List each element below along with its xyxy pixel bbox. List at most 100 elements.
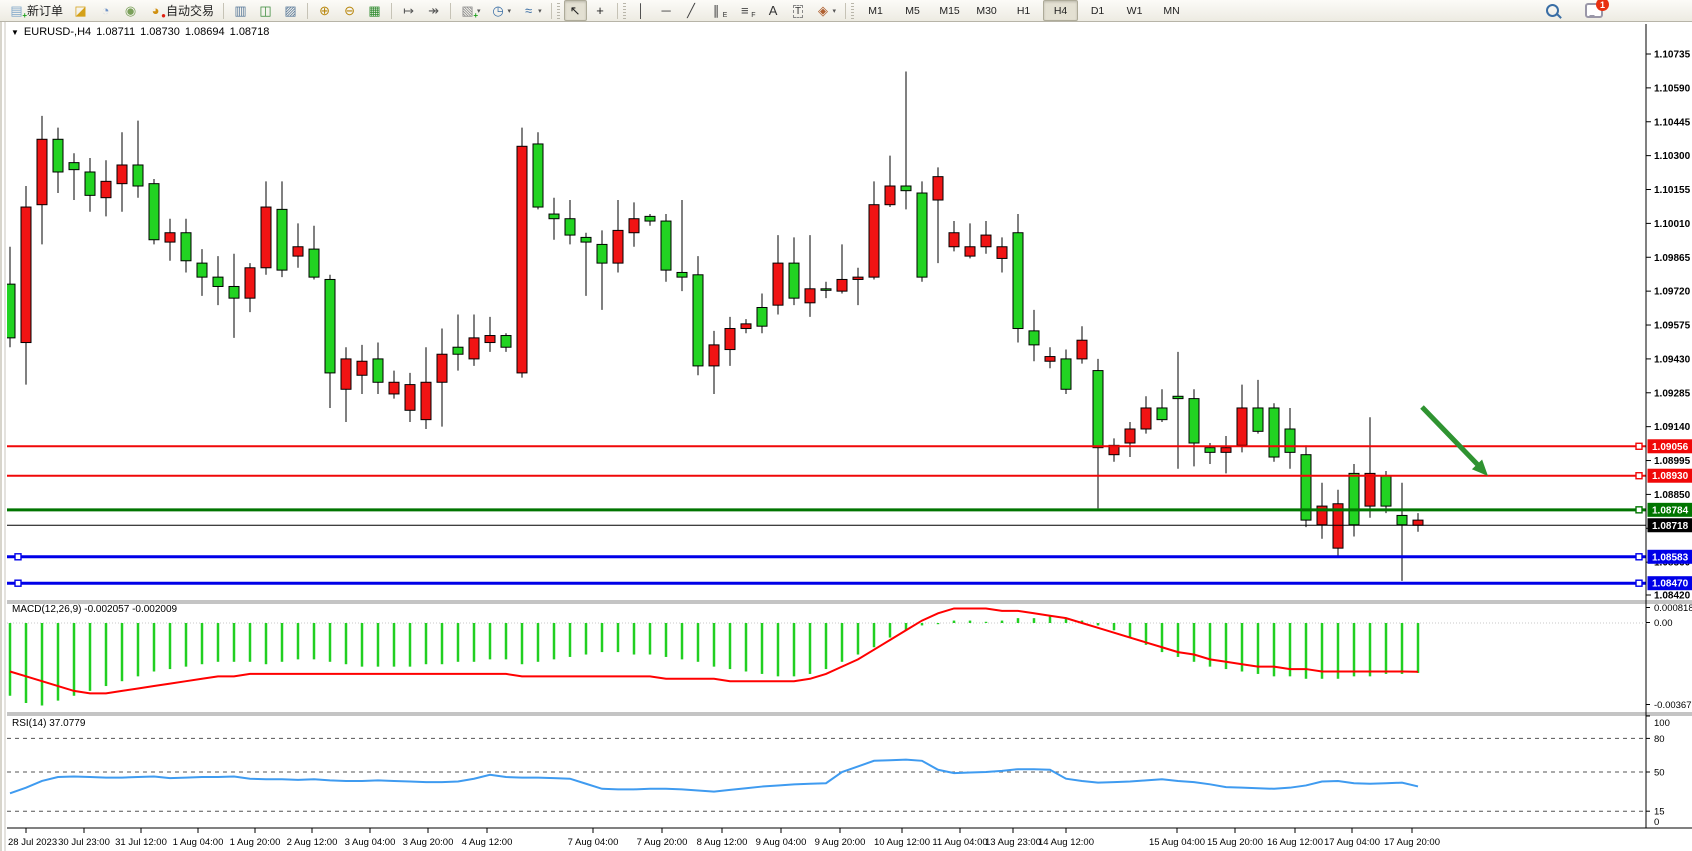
new-order-button[interactable]: ▤ + 新订单 (5, 0, 67, 21)
candle-body (228, 285, 240, 299)
support-line-green-handle[interactable] (1635, 506, 1643, 514)
line-chart-icon: ▨ (283, 4, 298, 17)
time-tick-label: 10 Aug 12:00 (874, 837, 930, 848)
timeframe-w1[interactable]: W1 (1126, 4, 1143, 17)
autotrading-button[interactable]: ◕ ● 自动交易 (144, 0, 218, 21)
zoom-in-button[interactable]: ⊕ (313, 0, 336, 21)
timeframe-h4[interactable]: H4 (1043, 0, 1079, 21)
candle-chart-button[interactable]: ◫ (254, 0, 277, 21)
candle-body (292, 246, 304, 257)
chart-canvas[interactable]: 1.10735 1.10590 1.10445 1.10300 1.10155 1.100… (2, 22, 1692, 851)
text-label-icon: T (792, 5, 804, 18)
indicators-button[interactable]: ≈ ▾ (517, 0, 546, 21)
resistance-line-lower-price-tag: 1.08930 (1647, 468, 1692, 483)
collapse-icon[interactable]: ▼ (11, 27, 19, 37)
channel-button[interactable]: ∥ E (705, 0, 732, 21)
candle-body (468, 337, 480, 360)
candlestick-chart-icon: ◫ (259, 3, 272, 18)
candle-body (260, 206, 272, 269)
text-label-button[interactable]: T (787, 0, 810, 21)
time-axis[interactable]: 28 Jul 2023 30 Jul 23:00 31 Jul 12:00 1 Aug… (8, 828, 1440, 848)
timeframe-mn[interactable]: MN (1163, 4, 1180, 17)
fibonacci-button[interactable]: ≡ F (733, 0, 759, 21)
search-button[interactable] (1542, 0, 1563, 21)
price-tick-label: 1.10590 (1654, 83, 1691, 94)
indicators-icon: ≈ (521, 4, 536, 17)
time-tick-label: 4 Aug 12:00 (462, 837, 513, 848)
crosshair-button[interactable]: + (589, 0, 612, 21)
candle-body (868, 204, 880, 278)
price-tick-label: 1.09285 (1654, 388, 1691, 399)
auto-scroll-button[interactable]: ↠ (422, 0, 445, 21)
candle-body (852, 276, 864, 280)
chart-background[interactable] (2, 22, 1692, 851)
macd-panel: MACD(12,26,9) -0.002057 -0.002009 0.00081… (7, 603, 1692, 711)
chart-window[interactable]: ▼ EURUSD-,H4 1.08711 1.08730 1.08694 1.0… (0, 22, 1692, 851)
trend-arrow-annotation[interactable] (1420, 405, 1488, 476)
resistance-line-lower-handle[interactable] (1635, 472, 1643, 480)
trendline-button[interactable]: ╱ (680, 0, 703, 21)
candle-body (516, 145, 528, 374)
close-value: 1.08718 (229, 26, 270, 38)
support-line-green-price-tag: 1.08784 (1647, 502, 1692, 517)
chart-window-icon: ◪ (74, 3, 87, 18)
auto-scroll-icon: ↠ (428, 3, 439, 18)
candle-body (948, 232, 960, 248)
vertical-line-button[interactable]: │ (630, 0, 653, 21)
candle-body (772, 262, 784, 306)
signal-icon: ◉ (123, 4, 138, 17)
toolbar-separator (845, 2, 847, 19)
candle-body (1332, 503, 1344, 549)
cursor-button[interactable]: ↖ (563, 0, 587, 21)
tile-windows-icon: ▦ (367, 4, 382, 17)
timeframe-h1[interactable]: H1 (1016, 4, 1031, 17)
toolbar-separator (223, 2, 225, 19)
time-tick-label: 17 Aug 20:00 (1384, 837, 1440, 848)
candle-body (1044, 356, 1056, 362)
toolbar-grip (851, 2, 855, 19)
profiles-button[interactable]: ◷ ▾ (487, 0, 516, 21)
timeframe-m30[interactable]: M30 (976, 4, 997, 17)
arrows-button[interactable]: ◈ ▾ (812, 0, 841, 21)
tile-windows-icon: ▦ (368, 3, 381, 18)
zoom-out-button[interactable]: ⊖ (338, 0, 361, 21)
candle-body (788, 262, 800, 299)
clock-icon: ◷ (491, 4, 506, 17)
candle-body (1012, 232, 1024, 330)
timeframe-m5[interactable]: M5 (905, 4, 920, 17)
text-label-icon: T (791, 4, 806, 18)
price-tick-label: 1.09720 (1654, 287, 1691, 298)
horizontal-line-button[interactable]: ─ (655, 0, 678, 21)
toolbar-right: 1 (1541, 0, 1609, 21)
price-tick-label: 1.10010 (1654, 219, 1691, 230)
text-button[interactable]: A (762, 0, 785, 21)
new-chart-icon: ▧ + (460, 4, 478, 20)
chevron-down-icon: ▾ (477, 7, 481, 15)
chart-window-button[interactable]: ◪ (69, 0, 92, 21)
price-tag-bg (1647, 468, 1692, 483)
support-line-blue-lower-handle[interactable] (1635, 579, 1643, 587)
bar-chart-button[interactable]: ▥ (229, 0, 252, 21)
new-chart-button[interactable]: ▧ + ▾ (456, 0, 485, 21)
new-order-icon: ▤ + (9, 4, 27, 20)
candle-body (420, 381, 432, 421)
support-line-blue-upper-handle[interactable] (1635, 553, 1643, 561)
symbol-period-label: EURUSD-,H4 (23, 26, 92, 38)
line-chart-button[interactable]: ▨ (279, 0, 302, 21)
notifications-button[interactable]: 1 (1581, 0, 1609, 21)
cloud-button[interactable]: ◔ (94, 0, 117, 21)
timeframe-m15[interactable]: M15 (939, 4, 960, 17)
timeframe-d1[interactable]: D1 (1090, 4, 1105, 17)
signals-button[interactable]: ◉ (119, 0, 142, 21)
support-line-blue-upper-handle[interactable] (14, 553, 22, 561)
support-line-blue-lower-handle[interactable] (14, 579, 22, 587)
support-line-blue-lower-price-tag: 1.08470 (1647, 576, 1692, 591)
resistance-line-upper-handle[interactable] (1635, 442, 1643, 450)
chart-shift-button[interactable]: ↦ (397, 0, 420, 21)
candle-body (1076, 339, 1088, 360)
toolbar-grip (556, 2, 560, 19)
candle-body (820, 288, 832, 291)
timeframe-m1[interactable]: M1 (868, 4, 883, 17)
candle-body (1028, 330, 1040, 346)
tile-windows-button[interactable]: ▦ (363, 0, 386, 21)
